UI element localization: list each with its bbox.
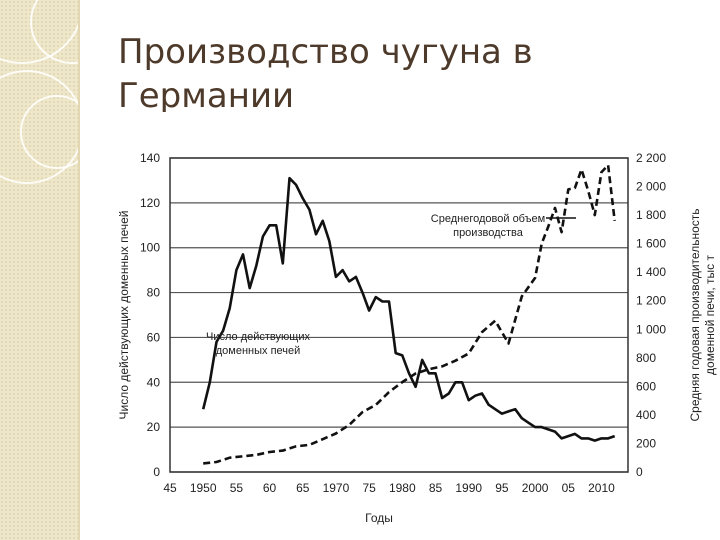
x-tick-label: 45 [163,481,177,495]
y-left-tick-label: 0 [153,465,160,479]
y-right-tick-label: 1 800 [636,208,666,222]
y-right-tick-label: 1 600 [636,237,666,251]
y-right-tick-label: 800 [636,351,656,365]
series-line-furnaces [201,176,616,442]
y-right-axis-label: Средняя годовая производительностьдоменн… [688,209,717,422]
line-chart: 0 20 40 60 80 100 120 140 0 200 400 600 800 1 000 1 20… [108,112,720,540]
x-tick-label: 75 [362,481,376,495]
series-line-production [203,163,616,465]
y-left-tick-label: 140 [140,151,160,165]
y-right-tick-label: 2 000 [636,180,666,194]
y-right-tick-label: 600 [636,379,656,393]
chart-background [108,112,720,540]
slide-title: Производство чугуна в Германии [118,32,533,116]
x-tick-label: 85 [429,481,443,495]
x-tick-label: 55 [230,481,244,495]
y-left-tick-label: 120 [140,196,160,210]
y-left-tick-label: 100 [140,241,160,255]
x-tick-label: 2000 [522,481,549,495]
y-left-tick-label: 20 [147,420,161,434]
y-left-tick-label: 80 [147,286,161,300]
y-right-tick-label: 2 200 [636,151,666,165]
y-right-tick-label: 0 [636,465,643,479]
x-tick-label: 05 [562,481,576,495]
y-right-tick-label: 1 400 [636,265,666,279]
x-tick-label: 95 [495,481,509,495]
annotation-furnaces: Число действующих доменных печей [206,331,310,357]
x-tick-label: 1970 [323,481,350,495]
y-left-axis-label: Число действующих доменных печей [117,211,131,420]
y-right-tick-label: 1 200 [636,294,666,308]
plot-border [169,157,629,473]
side-divider [78,0,80,540]
x-axis-label: Годы [365,511,393,525]
x-tick-label: 1990 [455,481,482,495]
x-tick-label: 65 [296,481,310,495]
x-tick-label: 60 [263,481,277,495]
decorative-side-strip [0,0,78,540]
decorative-ring [20,95,78,169]
y-right-tick-label: 200 [636,436,656,450]
chart-container: 0 20 40 60 80 100 120 140 0 200 400 600 800 1 000 1 20… [108,112,720,540]
y-left-tick-label: 40 [147,375,161,389]
x-tick-label: 1950 [190,481,217,495]
x-tick-label: 2010 [588,481,615,495]
annotation-production: Среднегодовой объем производства [431,213,545,239]
x-tick-label: 1980 [389,481,416,495]
y-left-tick-label: 60 [147,330,161,344]
y-right-tick-label: 1 000 [636,322,666,336]
y-right-tick-label: 400 [636,408,656,422]
